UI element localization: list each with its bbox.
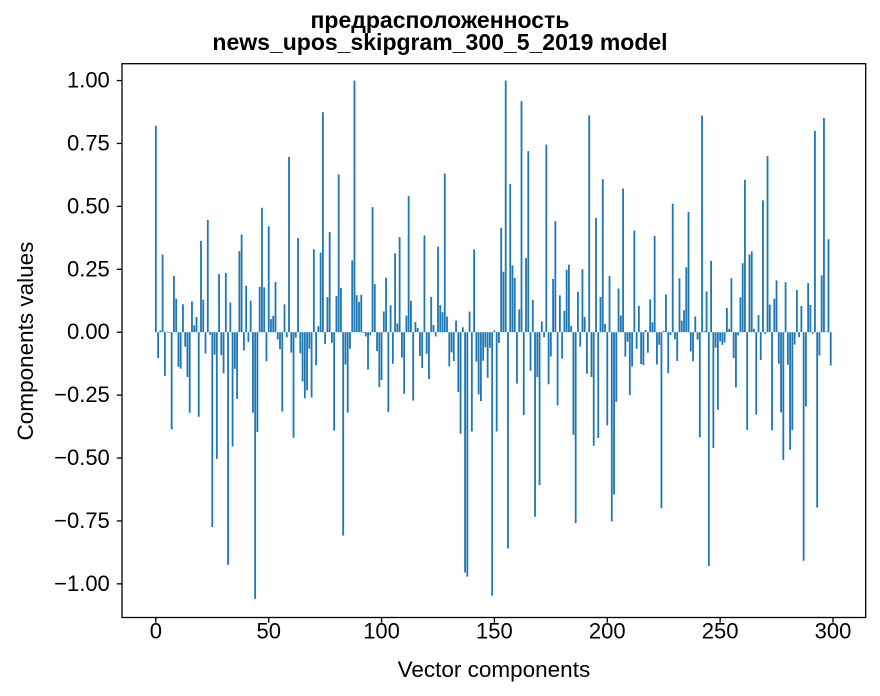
svg-text:100: 100 [363, 619, 400, 644]
svg-text:150: 150 [476, 619, 513, 644]
svg-text:0.50: 0.50 [67, 193, 110, 218]
svg-text:−1.00: −1.00 [54, 571, 110, 596]
svg-text:0.00: 0.00 [67, 319, 110, 344]
svg-text:−0.25: −0.25 [54, 382, 110, 407]
svg-text:250: 250 [702, 619, 739, 644]
svg-text:1.00: 1.00 [67, 68, 110, 93]
svg-text:−0.50: −0.50 [54, 445, 110, 470]
svg-text:0: 0 [150, 619, 162, 644]
svg-text:0.25: 0.25 [67, 256, 110, 281]
svg-text:200: 200 [589, 619, 626, 644]
svg-text:0.75: 0.75 [67, 130, 110, 155]
svg-text:−0.75: −0.75 [54, 508, 110, 533]
svg-text:300: 300 [815, 619, 852, 644]
svg-text:50: 50 [256, 619, 280, 644]
